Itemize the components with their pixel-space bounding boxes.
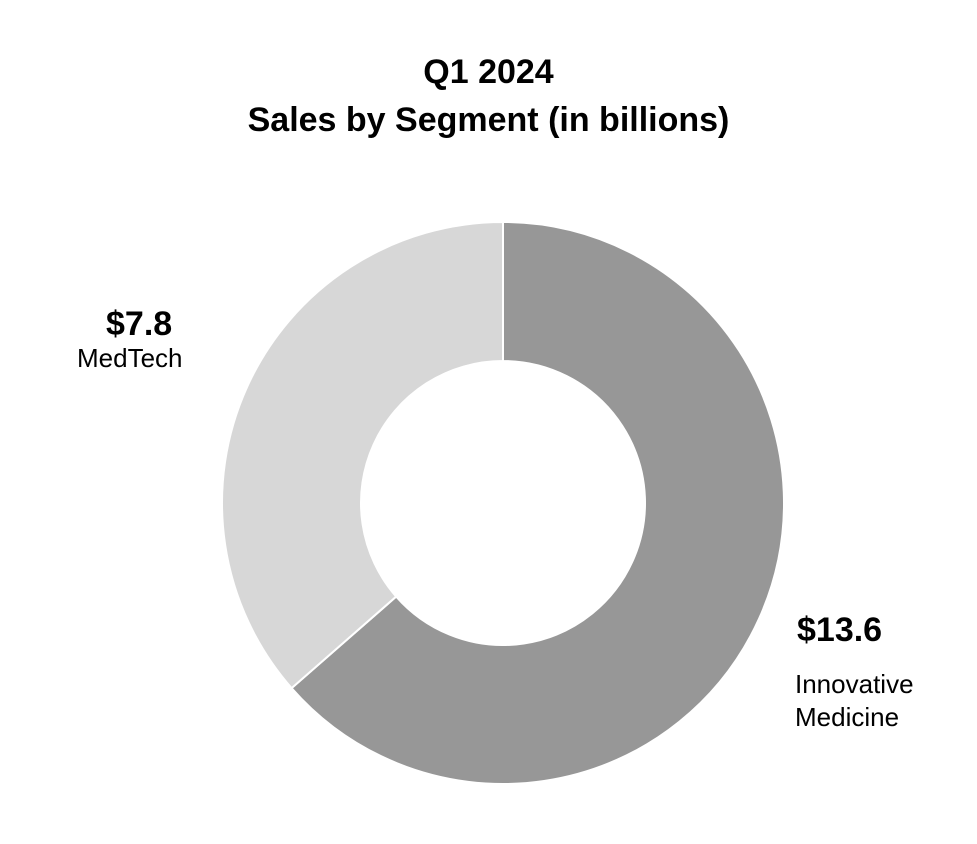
slice-value-label-innovative-medicine: $13.6 (797, 611, 883, 649)
donut-slice-medtech (221, 220, 504, 690)
chart-subtitle: Sales by Segment (in billions) (247, 101, 730, 139)
slice-name-line-1: Innovative (795, 669, 914, 699)
slice-name-label-innovative-medicine: Innovative Medicine (795, 668, 965, 734)
chart-title: Q1 2024 (423, 53, 554, 91)
donut-slice-innovative-medicine (290, 220, 785, 785)
donut-slices (221, 220, 785, 785)
slice-name-line-2: Medicine (795, 702, 900, 732)
slice-value-label-medtech: $7.8 (106, 305, 173, 343)
slice-name-label-medtech: MedTech (77, 343, 183, 373)
